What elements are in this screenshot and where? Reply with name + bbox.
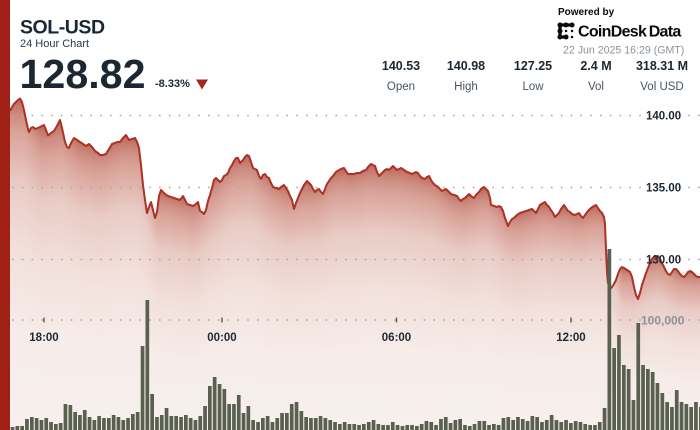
svg-text:24 Hour Chart: 24 Hour Chart bbox=[20, 38, 89, 50]
svg-text:CoinDesk Data: CoinDesk Data bbox=[578, 24, 681, 41]
svg-text:128.82: 128.82 bbox=[20, 51, 146, 97]
svg-text:130.00: 130.00 bbox=[646, 255, 681, 267]
svg-text:318.31 M: 318.31 M bbox=[636, 59, 688, 73]
svg-text:Open: Open bbox=[387, 81, 415, 93]
svg-text:18:00: 18:00 bbox=[29, 332, 58, 344]
svg-text:135.00: 135.00 bbox=[646, 183, 681, 195]
svg-text:-8.33%: -8.33% bbox=[155, 78, 190, 90]
svg-text:12:00: 12:00 bbox=[556, 332, 585, 344]
svg-text:SOL-USD: SOL-USD bbox=[20, 17, 105, 39]
svg-text:Vol USD: Vol USD bbox=[640, 81, 683, 93]
svg-text:127.25: 127.25 bbox=[514, 59, 552, 73]
svg-text:Vol: Vol bbox=[588, 81, 604, 93]
svg-text:100,000: 100,000 bbox=[641, 314, 685, 328]
svg-text:140.00: 140.00 bbox=[646, 111, 681, 123]
svg-text:00:00: 00:00 bbox=[207, 332, 236, 344]
svg-text:2.4 M: 2.4 M bbox=[580, 59, 611, 73]
svg-text:High: High bbox=[454, 81, 478, 93]
svg-text:Low: Low bbox=[522, 81, 544, 93]
svg-text:06:00: 06:00 bbox=[382, 332, 411, 344]
svg-text:Powered by: Powered by bbox=[558, 7, 615, 18]
svg-text:140.53: 140.53 bbox=[382, 59, 420, 73]
svg-text:22 Jun 2025 16:29 (GMT): 22 Jun 2025 16:29 (GMT) bbox=[563, 45, 684, 57]
svg-text:140.98: 140.98 bbox=[447, 59, 485, 73]
